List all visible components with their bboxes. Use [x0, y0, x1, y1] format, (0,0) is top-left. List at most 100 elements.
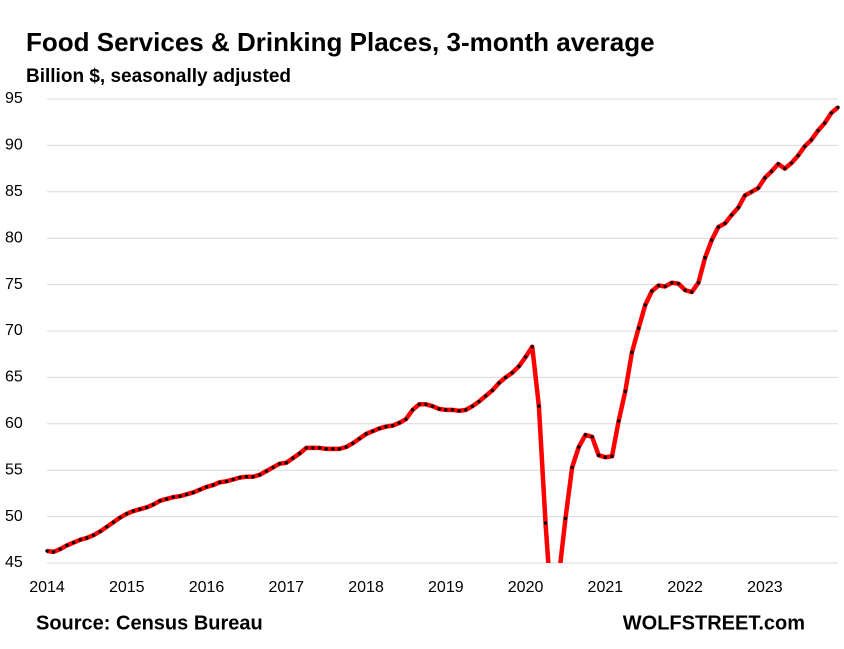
point-marker: [643, 303, 647, 307]
point-marker: [543, 521, 548, 525]
point-marker: [430, 404, 435, 408]
point-marker: [337, 447, 342, 451]
point-marker: [331, 447, 335, 451]
point-marker: [663, 284, 667, 289]
point-marker: [78, 538, 82, 542]
point-marker: [450, 408, 455, 412]
point-marker: [537, 404, 541, 408]
point-marker: [497, 381, 501, 385]
x-tick-label: 2018: [348, 579, 384, 596]
point-marker: [636, 326, 641, 330]
point-marker: [470, 404, 475, 408]
y-tick-label: 55: [5, 461, 23, 478]
point-marker: [503, 375, 508, 380]
point-marker: [457, 409, 461, 413]
point-marker: [98, 529, 102, 534]
point-marker: [676, 281, 681, 286]
chart-title: Food Services & Drinking Places, 3-month…: [26, 27, 655, 57]
point-marker: [484, 394, 488, 398]
point-marker: [258, 473, 262, 477]
point-marker: [670, 281, 674, 285]
y-tick-label: 45: [5, 554, 23, 571]
point-marker: [231, 477, 235, 482]
grid: [47, 98, 838, 564]
point-marker: [178, 494, 182, 498]
point-marker: [311, 446, 315, 450]
point-marker: [583, 433, 588, 437]
x-tick-label: 2021: [588, 579, 624, 596]
point-marker: [377, 426, 382, 431]
point-marker: [816, 128, 820, 133]
point-marker: [304, 446, 308, 450]
chart-subtitle: Billion $, seasonally adjusted: [26, 66, 291, 87]
point-marker: [803, 144, 807, 149]
point-marker: [111, 520, 116, 524]
point-marker: [710, 238, 714, 242]
point-marker: [563, 516, 568, 521]
x-tick-label: 2014: [29, 579, 65, 596]
point-marker: [164, 497, 169, 501]
point-marker: [823, 121, 827, 125]
point-marker: [145, 505, 149, 510]
point-marker: [118, 515, 122, 520]
point-marker: [477, 399, 481, 404]
point-marker: [723, 221, 727, 226]
source-note: Source: Census Bureau: [36, 612, 263, 634]
point-marker: [763, 176, 767, 180]
point-marker: [45, 549, 49, 553]
point-marker: [623, 389, 627, 394]
point-marker: [550, 617, 553, 620]
point-marker: [743, 193, 747, 198]
point-marker: [251, 474, 255, 479]
point-marker: [410, 408, 415, 412]
point-marker: [351, 441, 355, 445]
y-tick-label: 80: [5, 229, 23, 246]
point-marker: [397, 421, 401, 425]
plot-area: [45, 105, 840, 620]
point-marker: [836, 105, 840, 110]
point-marker: [218, 480, 222, 484]
x-tick-label: 2019: [428, 579, 464, 596]
point-marker: [444, 408, 448, 412]
point-marker: [371, 429, 375, 433]
x-tick-label: 2020: [508, 579, 544, 596]
point-marker: [51, 550, 56, 554]
point-marker: [138, 507, 142, 511]
point-marker: [131, 509, 136, 513]
y-tick-label: 85: [5, 183, 23, 200]
point-marker: [291, 456, 295, 460]
point-marker: [630, 350, 634, 355]
point-marker: [244, 474, 249, 479]
point-marker: [696, 281, 701, 285]
point-marker: [211, 483, 215, 487]
point-marker: [690, 290, 694, 294]
point-marker: [729, 213, 734, 217]
point-marker: [424, 402, 428, 407]
point-marker: [198, 487, 202, 492]
point-marker: [364, 432, 368, 436]
point-marker: [384, 424, 388, 429]
x-tick-label: 2016: [189, 579, 225, 596]
point-marker: [271, 465, 275, 470]
point-marker: [783, 166, 787, 171]
x-tick-label: 2022: [667, 579, 703, 596]
point-marker: [404, 417, 408, 421]
point-marker: [829, 111, 834, 115]
y-tick-label: 50: [5, 508, 23, 525]
point-marker: [317, 446, 322, 450]
point-marker: [656, 283, 661, 288]
point-marker: [184, 492, 189, 497]
point-marker: [125, 512, 129, 516]
point-marker: [238, 475, 242, 480]
point-marker: [297, 451, 302, 456]
point-marker: [703, 255, 707, 260]
point-marker: [557, 575, 560, 578]
point-marker: [264, 469, 269, 473]
point-marker: [749, 190, 754, 194]
point-marker: [91, 533, 96, 537]
point-marker: [344, 445, 348, 449]
y-tick-label: 70: [5, 322, 23, 339]
point-marker: [58, 547, 62, 551]
point-marker: [809, 138, 814, 142]
